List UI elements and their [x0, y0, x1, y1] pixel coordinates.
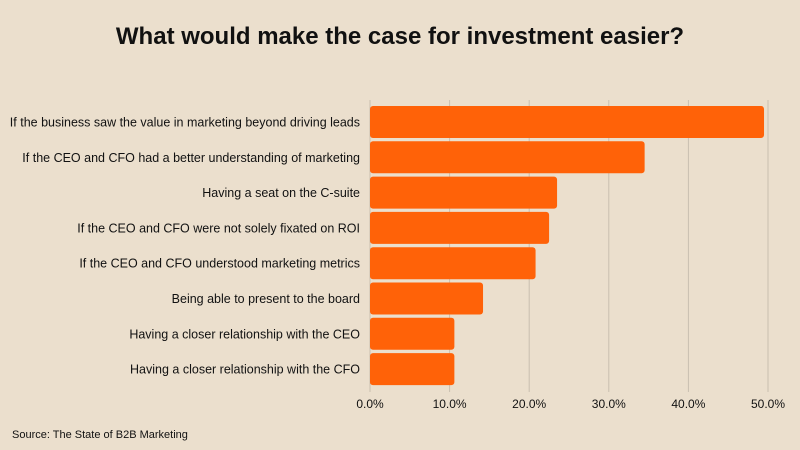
x-tick-label: 50.0% — [751, 397, 785, 411]
bar — [370, 106, 765, 138]
category-label: Having a closer relationship with the CE… — [129, 327, 360, 341]
category-label: If the CEO and CFO had a better understa… — [22, 151, 360, 165]
x-tick-label: 10.0% — [433, 397, 467, 411]
x-tick-label: 0.0% — [356, 397, 384, 411]
bar — [370, 282, 484, 315]
category-label: If the CEO and CFO were not solely fixat… — [77, 221, 360, 235]
bar — [370, 247, 536, 280]
category-label: Being able to present to the board — [172, 292, 360, 306]
bar — [370, 211, 550, 244]
bars — [370, 106, 765, 386]
category-label: Having a closer relationship with the CF… — [130, 363, 360, 377]
x-tick-label: 40.0% — [671, 397, 705, 411]
bar — [370, 317, 455, 350]
bar — [370, 176, 558, 209]
category-labels: If the business saw the value in marketi… — [10, 116, 360, 377]
category-label: If the CEO and CFO understood marketing … — [79, 257, 360, 271]
source-note: Source: The State of B2B Marketing — [12, 429, 188, 441]
category-label: Having a seat on the C-suite — [202, 186, 360, 200]
x-tick-label: 30.0% — [592, 397, 626, 411]
bar — [370, 141, 645, 174]
bar — [370, 353, 455, 386]
category-label: If the business saw the value in marketi… — [10, 116, 360, 130]
x-tick-label: 20.0% — [512, 397, 546, 411]
chart-title: What would make the case for investment … — [116, 23, 684, 50]
tick-labels: 0.0% 10.0% 20.0% 30.0% 40.0% 50.0% — [356, 397, 785, 411]
